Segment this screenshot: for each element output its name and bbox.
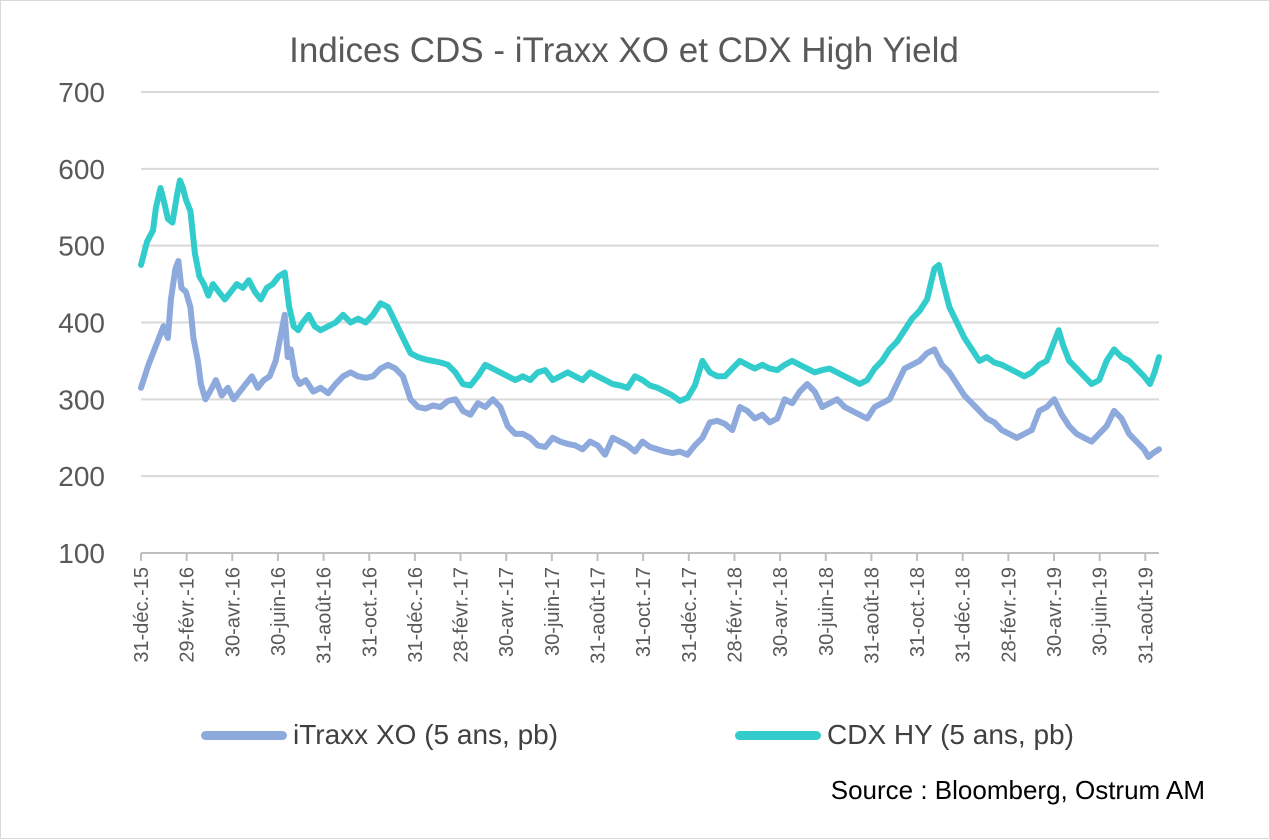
x-tick-label: 31-août-18: [861, 567, 883, 664]
legend-label-cdx: CDX HY (5 ans, pb): [827, 719, 1074, 750]
x-tick-label: 28-févr.-17: [451, 567, 473, 663]
x-tick-label: 31-oct.-17: [633, 567, 655, 657]
series-line-itraxx: [138, 258, 1162, 460]
x-tick-label: 31-déc.-17: [679, 567, 701, 663]
x-tick-label: 30-juin-17: [542, 567, 564, 656]
x-tick-label: 31-août-16: [314, 567, 336, 664]
x-tick-label: 31-oct.-16: [359, 567, 381, 657]
x-tick-label: 31-août-17: [588, 567, 610, 664]
x-tick-label: 31-déc.-16: [405, 567, 427, 663]
y-tick-label: 400: [58, 308, 105, 339]
y-tick-label: 300: [58, 384, 105, 415]
x-tick-label: 30-juin-16: [268, 567, 290, 656]
source-note: Source : Bloomberg, Ostrum AM: [830, 775, 1205, 805]
chart-title: Indices CDS - iTraxx XO et CDX High Yiel…: [289, 31, 959, 70]
x-tick-label: 29-févr.-16: [177, 567, 199, 663]
y-tick-label: 100: [58, 538, 105, 569]
series-line-cdx: [138, 177, 1162, 404]
x-tick-label: 30-avr.-18: [770, 567, 792, 657]
x-tick-label: 31-déc.-15: [131, 567, 153, 663]
x-tick-label: 30-avr.-16: [222, 567, 244, 657]
y-tick-label: 200: [58, 461, 105, 492]
chart-legend: iTraxx XO (5 ans, pb) CDX HY (5 ans, pb): [1, 713, 1270, 763]
legend-swatch-itraxx: [201, 730, 287, 740]
legend-item-itraxx: iTraxx XO (5 ans, pb): [201, 719, 558, 751]
x-tick-label: 31-déc.-18: [953, 567, 975, 663]
x-tick-label: 30-avr.-19: [1044, 567, 1066, 657]
legend-swatch-cdx: [735, 730, 821, 740]
x-tick-label: 28-févr.-18: [724, 567, 746, 663]
legend-item-cdx: CDX HY (5 ans, pb): [735, 719, 1074, 751]
x-tick-label: 31-août-19: [1135, 567, 1157, 664]
y-tick-label: 600: [58, 154, 105, 185]
x-tick-label: 31-oct.-18: [907, 567, 929, 657]
x-tick-label: 30-avr.-17: [496, 567, 518, 657]
x-tick-label: 30-juin-19: [1090, 567, 1112, 656]
x-tick-label: 30-juin-18: [816, 567, 838, 656]
y-tick-label: 500: [58, 231, 105, 262]
x-tick-label: 28-févr.-19: [998, 567, 1020, 663]
y-tick-label: 700: [58, 77, 105, 108]
legend-label-itraxx: iTraxx XO (5 ans, pb): [293, 719, 559, 750]
